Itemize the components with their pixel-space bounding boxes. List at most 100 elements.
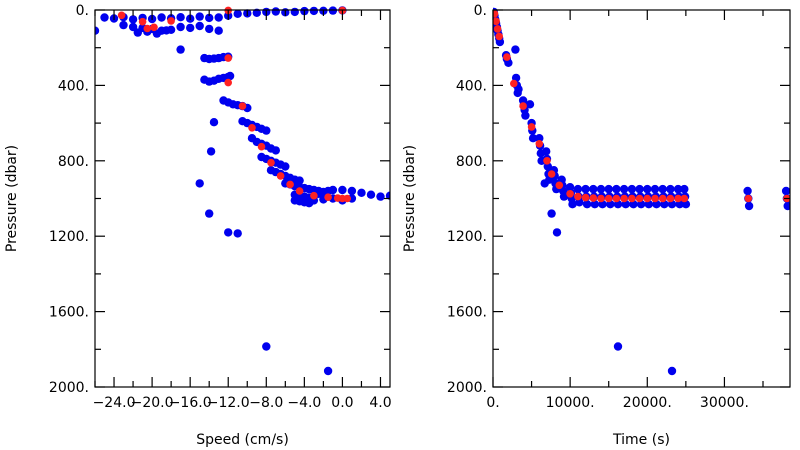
data-point-red: [493, 17, 500, 26]
data-point-blue: [252, 8, 261, 17]
y-tick-label: 400.: [456, 78, 487, 94]
data-point-blue: [744, 201, 754, 211]
data-point-blue: [627, 184, 637, 194]
data-point-red: [503, 53, 511, 61]
data-point-blue: [612, 184, 621, 194]
y-tick-label: 0.: [474, 3, 487, 19]
data-point-blue: [590, 200, 599, 209]
data-point-blue: [604, 184, 613, 194]
y-tick-label: 1600.: [447, 305, 487, 321]
x-tick-label: 30000.: [700, 395, 749, 411]
data-point-blue: [128, 15, 138, 24]
data-point-blue: [295, 176, 304, 185]
data-point-blue: [176, 22, 185, 32]
data-point-red: [493, 10, 499, 18]
data-point-red: [666, 194, 675, 203]
data-point-red: [547, 170, 556, 178]
data-point-blue: [224, 228, 233, 237]
data-point-blue: [525, 100, 535, 109]
data-point-blue: [186, 23, 195, 33]
data-point-blue: [195, 21, 204, 31]
data-points: [493, 7, 790, 376]
data-point-blue: [323, 366, 333, 376]
data-point-blue: [119, 20, 128, 30]
y-axis-title: Pressure (dbar): [4, 145, 20, 252]
data-point-blue: [781, 186, 790, 196]
data-point-red: [612, 194, 621, 203]
data-point-blue: [680, 184, 689, 194]
data-point-blue: [376, 192, 385, 201]
data-point-red: [658, 194, 667, 203]
x-tick-label: 20000.: [623, 395, 672, 411]
data-point-red: [117, 11, 126, 20]
data-point-red: [343, 194, 352, 203]
data-point-blue: [214, 13, 223, 22]
y-tick-label: 1200.: [49, 229, 89, 245]
speed-pressure-panel: 0. 400. 800. 1200. 1600. 2000.−24.0−20.0−16.0…: [4, 3, 392, 448]
data-point-red: [674, 194, 682, 203]
data-point-blue: [543, 162, 552, 171]
data-point-blue: [209, 118, 219, 127]
data-point-blue: [290, 7, 299, 17]
x-tick-label: 10000.: [546, 395, 595, 411]
y-tick-label: 800.: [456, 154, 487, 170]
data-point-blue: [521, 111, 530, 120]
data-point-blue: [195, 12, 204, 21]
x-tick-label: −16.0: [169, 395, 212, 411]
data-point-blue: [783, 201, 790, 211]
data-point-red: [224, 54, 232, 62]
y-tick-label: 0.: [76, 3, 89, 19]
data-point-blue: [176, 45, 185, 54]
y-tick-label: 1600.: [49, 305, 89, 321]
data-point-blue: [511, 45, 520, 54]
data-point-blue: [347, 186, 357, 196]
data-point-blue: [195, 179, 204, 188]
data-point-red: [495, 32, 504, 41]
data-point-blue: [552, 228, 562, 237]
data-point-red: [167, 17, 175, 25]
data-point-red: [643, 194, 652, 203]
data-point-red: [555, 181, 564, 190]
data-point-red: [543, 157, 551, 165]
data-point-blue: [619, 184, 629, 194]
data-point-blue: [271, 146, 280, 155]
data-point-blue: [281, 162, 290, 171]
data-point-red: [597, 194, 605, 203]
data-point-red: [604, 194, 613, 203]
data-point-blue: [568, 200, 577, 209]
data-point-red: [143, 24, 152, 33]
x-tick-label: 0.: [486, 395, 499, 411]
data-point-blue: [262, 126, 271, 135]
y-tick-label: 2000.: [447, 380, 487, 396]
data-point-blue: [205, 209, 214, 218]
data-point-blue: [357, 188, 366, 197]
data-point-blue: [214, 26, 223, 35]
data-point-red: [535, 140, 544, 148]
data-point-blue: [582, 200, 592, 209]
data-point-red: [248, 124, 256, 132]
data-point-red: [589, 194, 598, 202]
data-point-blue: [309, 6, 319, 16]
data-point-blue: [262, 342, 271, 351]
y-tick-label: 400.: [58, 78, 89, 94]
data-point-red: [635, 194, 644, 203]
x-tick-label: 0.0: [331, 395, 353, 411]
data-point-blue: [514, 85, 523, 94]
data-point-blue: [95, 26, 100, 35]
data-point-red: [324, 193, 332, 201]
data-point-blue: [673, 184, 683, 194]
data-point-blue: [658, 184, 667, 194]
data-point-red: [744, 194, 753, 203]
x-tick-label: −24.0: [93, 395, 136, 411]
data-point-blue: [328, 185, 338, 195]
y-tick-label: 1200.: [447, 229, 487, 245]
data-point-blue: [271, 7, 280, 16]
data-point-blue: [128, 22, 138, 32]
x-tick-label: −12.0: [207, 395, 250, 411]
data-point-blue: [540, 179, 549, 188]
data-point-red: [276, 172, 285, 180]
data-point-red: [310, 191, 318, 200]
data-point-blue: [542, 147, 551, 156]
data-points: [95, 6, 390, 376]
